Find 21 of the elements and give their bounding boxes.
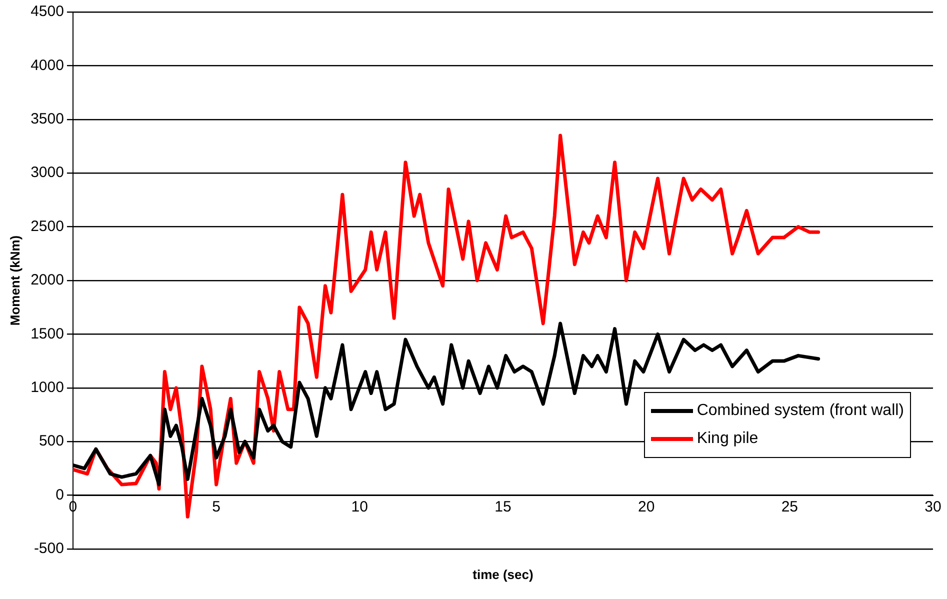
y-tick-label: 2000 [30,272,64,289]
x-tick-label: 10 [351,498,368,516]
legend-label: King pile [696,430,758,448]
x-tick-label: 20 [638,498,655,516]
y-tick-label: 500 [38,432,64,450]
y-tick-label: 3500 [30,110,64,128]
y-tick-label: 3000 [30,164,64,182]
legend-label: Combined system (front wall) [696,402,904,420]
y-tick-label: 4000 [30,56,64,74]
x-tick-label: 5 [212,498,220,516]
y-tick-label: 1000 [30,379,64,396]
y-tick-label: 1500 [30,325,64,342]
y-tick-label: 2500 [30,218,64,235]
x-tick-label: 15 [494,498,512,516]
y-tick-label: 0 [56,486,64,504]
x-tick-label: 30 [924,498,942,516]
y-axis-title: Moment (kNm) [7,235,22,326]
y-tick-label: -500 [34,540,64,558]
x-tick-label: 25 [781,498,798,516]
x-axis-title: time (sec) [472,567,534,582]
y-tick-label: 4500 [30,3,64,20]
